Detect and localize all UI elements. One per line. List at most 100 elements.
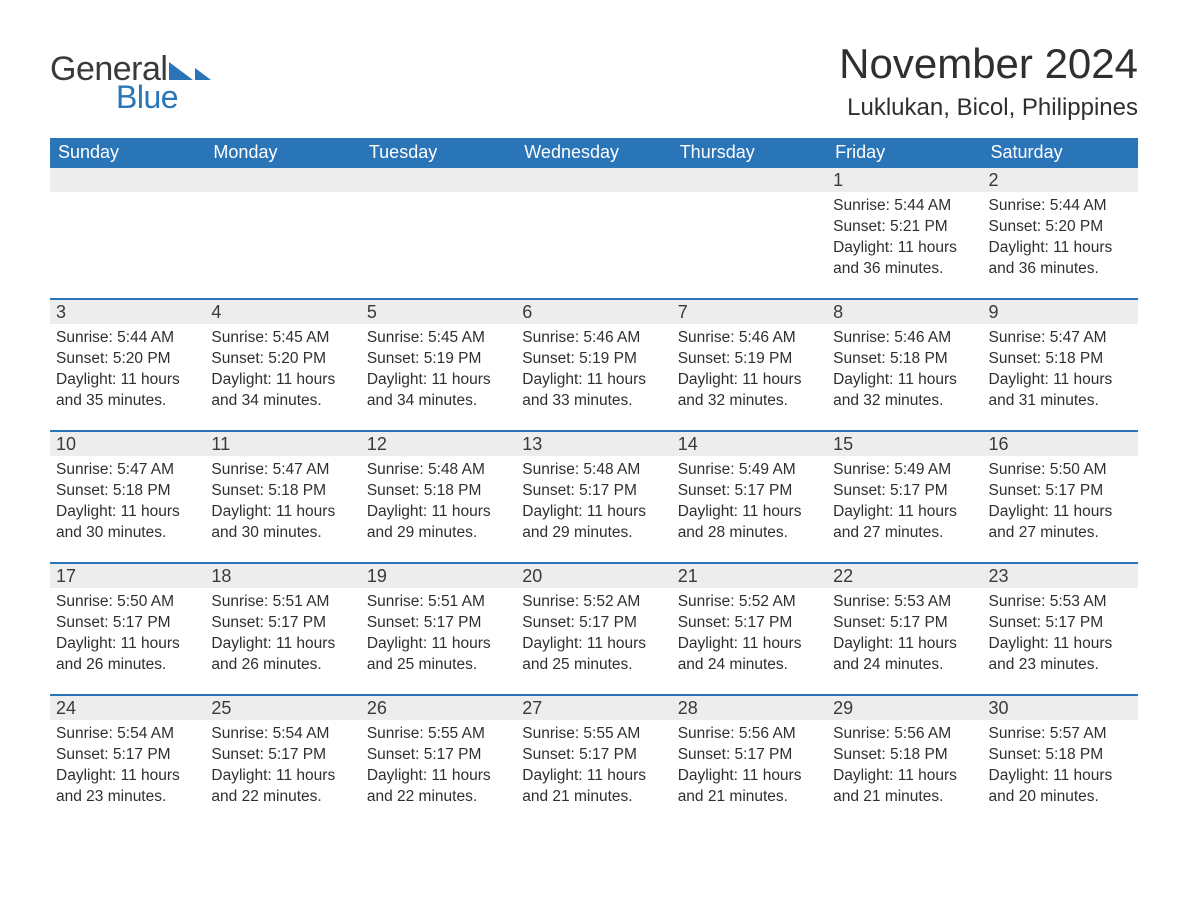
day-number: 10 <box>50 432 205 456</box>
day-number: 9 <box>983 300 1138 324</box>
daylight-text-line1: Daylight: 11 hours <box>989 502 1132 523</box>
day-details: Sunrise: 5:53 AMSunset: 5:17 PMDaylight:… <box>827 588 982 680</box>
day-details: Sunrise: 5:50 AMSunset: 5:17 PMDaylight:… <box>50 588 205 680</box>
day-details: Sunrise: 5:55 AMSunset: 5:17 PMDaylight:… <box>516 720 671 812</box>
day-details: Sunrise: 5:48 AMSunset: 5:18 PMDaylight:… <box>361 456 516 548</box>
daylight-text-line1: Daylight: 11 hours <box>678 502 821 523</box>
calendar-day-cell: 3 Sunrise: 5:44 AMSunset: 5:20 PMDaylight… <box>50 300 205 418</box>
sunset-text: Sunset: 5:20 PM <box>211 349 354 370</box>
weekday-header: Monday <box>205 138 360 168</box>
sunset-text: Sunset: 5:18 PM <box>211 481 354 502</box>
sunset-text: Sunset: 5:18 PM <box>367 481 510 502</box>
daylight-text-line2: and 21 minutes. <box>833 787 976 808</box>
daylight-text-line1: Daylight: 11 hours <box>522 370 665 391</box>
calendar-day-cell <box>205 168 360 286</box>
day-number: 14 <box>672 432 827 456</box>
sunrise-text: Sunrise: 5:44 AM <box>56 328 199 349</box>
sunset-text: Sunset: 5:17 PM <box>367 613 510 634</box>
calendar-day-cell: 23Sunrise: 5:53 AMSunset: 5:17 PMDayligh… <box>983 564 1138 682</box>
calendar-day-cell: 10Sunrise: 5:47 AMSunset: 5:18 PMDayligh… <box>50 432 205 550</box>
day-number: 26 <box>361 696 516 720</box>
daylight-text-line1: Daylight: 11 hours <box>989 238 1132 259</box>
calendar-day-cell: 4Sunrise: 5:45 AMSunset: 5:20 PMDaylight… <box>205 300 360 418</box>
day-details: Sunrise: 5:45 AMSunset: 5:19 PMDaylight:… <box>361 324 516 416</box>
day-number: 2 <box>983 168 1138 192</box>
sunset-text: Sunset: 5:21 PM <box>833 217 976 238</box>
sunset-text: Sunset: 5:17 PM <box>678 745 821 766</box>
sunrise-text: Sunrise: 5:55 AM <box>367 724 510 745</box>
sunrise-text: Sunrise: 5:48 AM <box>367 460 510 481</box>
sunset-text: Sunset: 5:17 PM <box>522 745 665 766</box>
day-details: Sunrise: 5:57 AMSunset: 5:18 PMDaylight:… <box>983 720 1138 812</box>
sunset-text: Sunset: 5:17 PM <box>367 745 510 766</box>
sunset-text: Sunset: 5:17 PM <box>678 481 821 502</box>
sunrise-text: Sunrise: 5:46 AM <box>678 328 821 349</box>
daylight-text-line2: and 24 minutes. <box>678 655 821 676</box>
day-number: 8 <box>827 300 982 324</box>
daylight-text-line1: Daylight: 11 hours <box>211 766 354 787</box>
sunrise-text: Sunrise: 5:50 AM <box>989 460 1132 481</box>
daylight-text-line1: Daylight: 11 hours <box>56 766 199 787</box>
calendar-day-cell: 9Sunrise: 5:47 AMSunset: 5:18 PMDaylight… <box>983 300 1138 418</box>
day-details: Sunrise: 5:50 AMSunset: 5:17 PMDaylight:… <box>983 456 1138 548</box>
daylight-text-line1: Daylight: 11 hours <box>678 634 821 655</box>
daylight-text-line2: and 22 minutes. <box>367 787 510 808</box>
sunrise-text: Sunrise: 5:53 AM <box>833 592 976 613</box>
weekday-header: Saturday <box>983 138 1138 168</box>
daylight-text-line2: and 25 minutes. <box>367 655 510 676</box>
daylight-text-line2: and 33 minutes. <box>522 391 665 412</box>
sunrise-text: Sunrise: 5:54 AM <box>211 724 354 745</box>
day-number: 29 <box>827 696 982 720</box>
day-number: 25 <box>205 696 360 720</box>
sunset-text: Sunset: 5:17 PM <box>522 481 665 502</box>
daylight-text-line1: Daylight: 11 hours <box>678 766 821 787</box>
day-details: Sunrise: 5:54 AMSunset: 5:17 PMDaylight:… <box>50 720 205 812</box>
calendar-day-cell: 17Sunrise: 5:50 AMSunset: 5:17 PMDayligh… <box>50 564 205 682</box>
weekday-header-row: Sunday Monday Tuesday Wednesday Thursday… <box>50 138 1138 168</box>
logo-blue-text: Blue <box>116 79 213 116</box>
calendar-week-row: 24Sunrise: 5:54 AMSunset: 5:17 PMDayligh… <box>50 694 1138 814</box>
day-details: Sunrise: 5:56 AMSunset: 5:18 PMDaylight:… <box>827 720 982 812</box>
day-number <box>516 168 671 192</box>
daylight-text-line2: and 35 minutes. <box>56 391 199 412</box>
day-number: 1 <box>827 168 982 192</box>
calendar-page: General Blue November 2024 Luklukan, Bic… <box>0 0 1188 864</box>
sunrise-text: Sunrise: 5:47 AM <box>989 328 1132 349</box>
day-number: 17 <box>50 564 205 588</box>
day-number: 3 <box>50 300 205 324</box>
sunset-text: Sunset: 5:18 PM <box>56 481 199 502</box>
daylight-text-line1: Daylight: 11 hours <box>989 766 1132 787</box>
day-details: Sunrise: 5:48 AMSunset: 5:17 PMDaylight:… <box>516 456 671 548</box>
daylight-text-line2: and 29 minutes. <box>522 523 665 544</box>
calendar-day-cell: 5Sunrise: 5:45 AMSunset: 5:19 PMDaylight… <box>361 300 516 418</box>
calendar-day-cell: 28Sunrise: 5:56 AMSunset: 5:17 PMDayligh… <box>672 696 827 814</box>
day-details: Sunrise: 5:49 AMSunset: 5:17 PMDaylight:… <box>827 456 982 548</box>
daylight-text-line1: Daylight: 11 hours <box>833 766 976 787</box>
day-number: 11 <box>205 432 360 456</box>
sunrise-text: Sunrise: 5:49 AM <box>833 460 976 481</box>
daylight-text-line2: and 28 minutes. <box>678 523 821 544</box>
daylight-text-line1: Daylight: 11 hours <box>211 370 354 391</box>
weekday-header: Friday <box>827 138 982 168</box>
daylight-text-line1: Daylight: 11 hours <box>56 370 199 391</box>
daylight-text-line1: Daylight: 11 hours <box>367 370 510 391</box>
daylight-text-line2: and 23 minutes. <box>989 655 1132 676</box>
daylight-text-line2: and 36 minutes. <box>989 259 1132 280</box>
calendar-day-cell: 27Sunrise: 5:55 AMSunset: 5:17 PMDayligh… <box>516 696 671 814</box>
sunset-text: Sunset: 5:20 PM <box>56 349 199 370</box>
week-spacer <box>50 682 1138 694</box>
calendar-day-cell: 11Sunrise: 5:47 AMSunset: 5:18 PMDayligh… <box>205 432 360 550</box>
calendar-day-cell: 7Sunrise: 5:46 AMSunset: 5:19 PMDaylight… <box>672 300 827 418</box>
daylight-text-line2: and 21 minutes. <box>522 787 665 808</box>
calendar-day-cell: 12Sunrise: 5:48 AMSunset: 5:18 PMDayligh… <box>361 432 516 550</box>
location-subtitle: Luklukan, Bicol, Philippines <box>839 94 1138 122</box>
sunrise-text: Sunrise: 5:46 AM <box>833 328 976 349</box>
sunset-text: Sunset: 5:18 PM <box>989 745 1132 766</box>
daylight-text-line2: and 25 minutes. <box>522 655 665 676</box>
calendar-day-cell: 21Sunrise: 5:52 AMSunset: 5:17 PMDayligh… <box>672 564 827 682</box>
daylight-text-line1: Daylight: 11 hours <box>211 634 354 655</box>
daylight-text-line2: and 31 minutes. <box>989 391 1132 412</box>
sunset-text: Sunset: 5:19 PM <box>367 349 510 370</box>
calendar-day-cell: 2Sunrise: 5:44 AMSunset: 5:20 PMDaylight… <box>983 168 1138 286</box>
sunrise-text: Sunrise: 5:44 AM <box>989 196 1132 217</box>
